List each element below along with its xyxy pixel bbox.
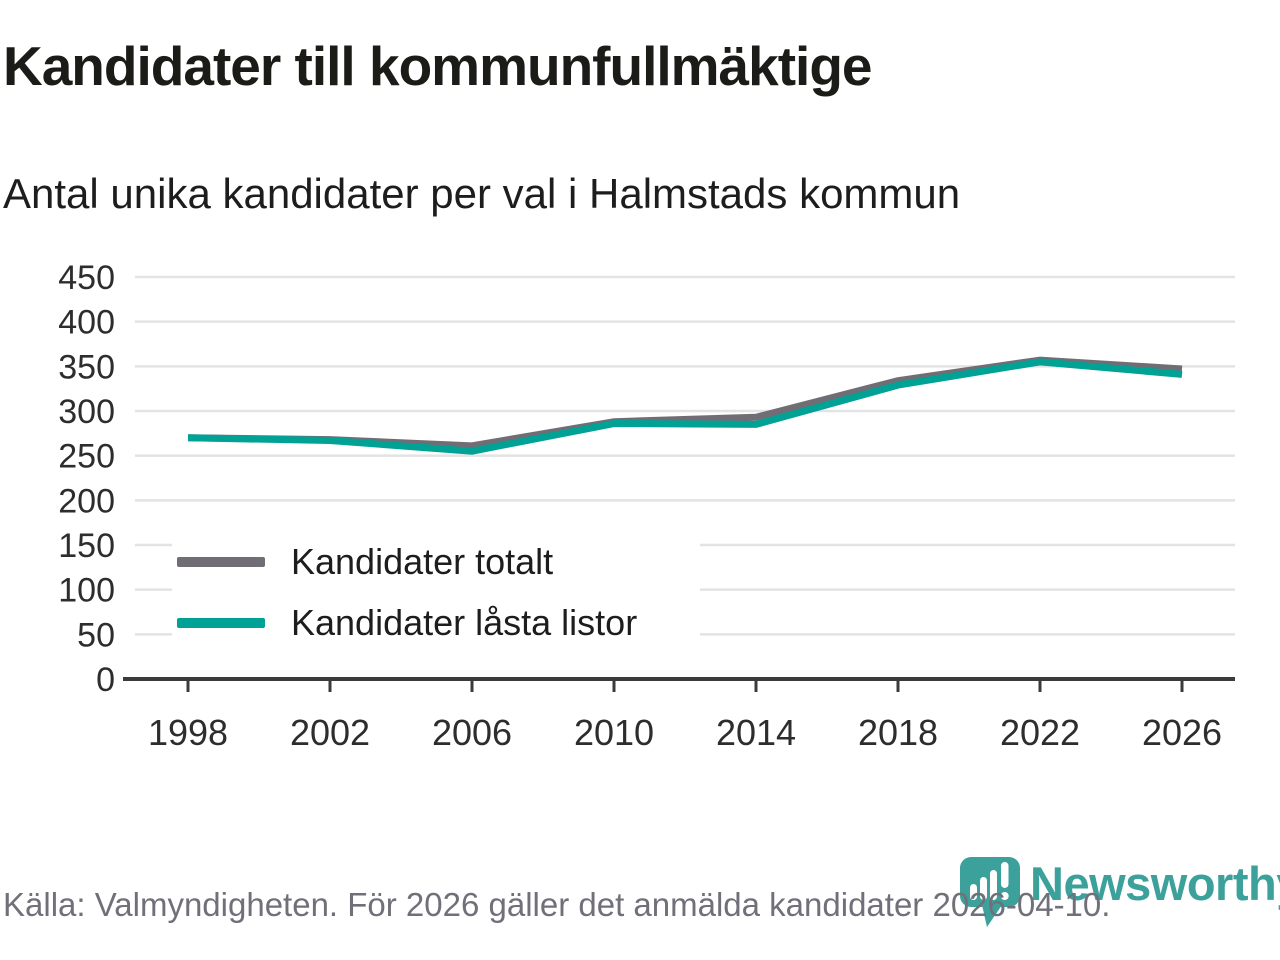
x-tick-label: 2022 [1000, 712, 1080, 753]
newsworthy-logo-icon [960, 857, 1020, 927]
y-tick-label: 250 [58, 438, 115, 476]
legend-item-totalt: Kandidater totalt [172, 531, 700, 592]
x-tick-label: 1998 [148, 712, 228, 753]
legend-swatch-totalt [177, 556, 265, 567]
y-tick-label: 200 [58, 482, 115, 520]
legend-swatch-lasta-listor [177, 617, 265, 628]
legend-label-lasta-listor: Kandidater låsta listor [291, 601, 638, 643]
y-tick-label: 100 [58, 572, 115, 610]
y-tick-label: 0 [96, 661, 115, 699]
x-tick-label: 2006 [432, 712, 512, 753]
newsworthy-wordmark: Newsworthy [1030, 857, 1280, 910]
y-tick-label: 300 [58, 393, 115, 431]
y-tick-label: 150 [58, 527, 115, 565]
x-tick-label: 2026 [1142, 712, 1222, 753]
chart-legend: Kandidater totalt Kandidater låsta listo… [172, 531, 700, 653]
x-tick-label: 2014 [716, 712, 796, 753]
legend-label-totalt: Kandidater totalt [291, 540, 554, 582]
series-line-lasta-listor [187, 358, 1183, 455]
y-tick-label: 400 [58, 304, 115, 342]
x-tick-label: 2010 [574, 712, 654, 753]
newsworthy-logo: Newsworthy [958, 853, 1280, 931]
series-line-totalt [187, 356, 1183, 450]
x-tick-label: 2002 [290, 712, 370, 753]
x-tick-label: 2018 [858, 712, 938, 753]
y-tick-label: 450 [58, 259, 115, 297]
legend-item-lasta-listor: Kandidater låsta listor [172, 592, 700, 653]
source-note: Källa: Valmyndigheten. För 2026 gäller d… [3, 886, 1111, 923]
chart-title: Kandidater till kommunfullmäktige [3, 35, 873, 97]
y-tick-label: 50 [77, 616, 115, 654]
chart-subtitle: Antal unika kandidater per val i Halmsta… [3, 170, 961, 217]
y-tick-label: 350 [58, 348, 115, 386]
